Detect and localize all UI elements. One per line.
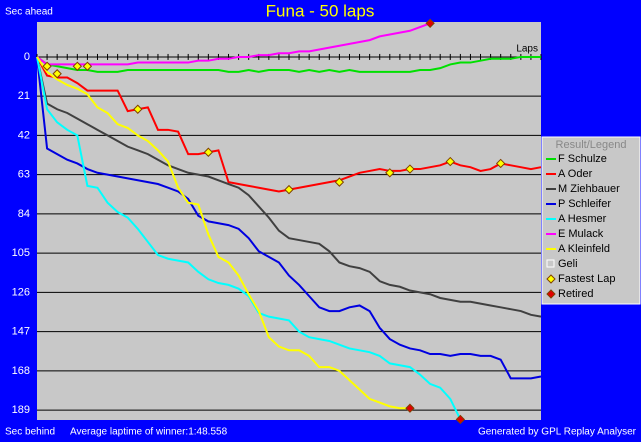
chart-title: Funa - 50 laps <box>266 1 375 20</box>
marker <box>405 164 415 174</box>
marker <box>334 177 345 187</box>
marker <box>203 147 214 157</box>
y-tick-label: 168 <box>12 365 30 377</box>
marker <box>82 61 93 71</box>
marker <box>445 156 455 167</box>
legend-label: E Mulack <box>558 228 604 240</box>
legend-label: Fastest Lap <box>558 273 615 285</box>
y-tick-label: 147 <box>12 326 30 338</box>
y-top-label: Sec ahead <box>5 7 53 18</box>
y-tick-label: 42 <box>18 129 30 141</box>
legend-label: Retired <box>558 288 593 300</box>
marker <box>133 104 143 114</box>
series-line <box>36 55 541 73</box>
legend-label: M Ziehbauer <box>558 183 620 195</box>
y-tick-label: 126 <box>12 286 30 298</box>
legend-title: Result/Legend <box>556 139 627 151</box>
marker <box>425 18 435 29</box>
marker <box>455 414 466 425</box>
legend-box <box>541 136 641 305</box>
marker <box>52 69 62 79</box>
y-tick-label: 21 <box>18 90 30 102</box>
legend-label: A Hesmer <box>558 213 607 225</box>
series-line <box>36 56 410 410</box>
footer-right: Generated by GPL Replay Analyser <box>478 427 637 438</box>
y-bottom-label: Sec behind <box>5 427 55 438</box>
legend-label: A Kleinfeld <box>558 243 610 255</box>
marker <box>72 61 83 71</box>
marker <box>42 61 52 71</box>
y-tick-label: 0 <box>24 51 30 63</box>
legend-swatch <box>546 259 555 268</box>
footer-left: Average laptime of winner:1:48.558 <box>70 427 228 438</box>
marker <box>405 403 415 413</box>
marker <box>385 168 395 178</box>
y-tick-label: 84 <box>18 208 30 220</box>
series-line <box>36 56 542 380</box>
marker <box>284 184 294 195</box>
legend-label: Geli <box>558 258 578 270</box>
series-line <box>36 56 542 318</box>
y-tick-label: 63 <box>18 169 30 181</box>
marker <box>495 158 506 169</box>
legend-label: A Oder <box>558 168 593 180</box>
legend-label: P Schleifer <box>558 198 611 210</box>
plot-area <box>37 22 541 420</box>
legend-swatch <box>546 289 556 299</box>
x-axis-label: Laps <box>516 44 538 55</box>
legend-label: F Schulze <box>558 153 607 165</box>
series-line <box>36 22 431 66</box>
y-tick-label: 105 <box>12 247 30 259</box>
y-tick-label: 189 <box>12 404 30 416</box>
legend-swatch <box>546 274 556 284</box>
